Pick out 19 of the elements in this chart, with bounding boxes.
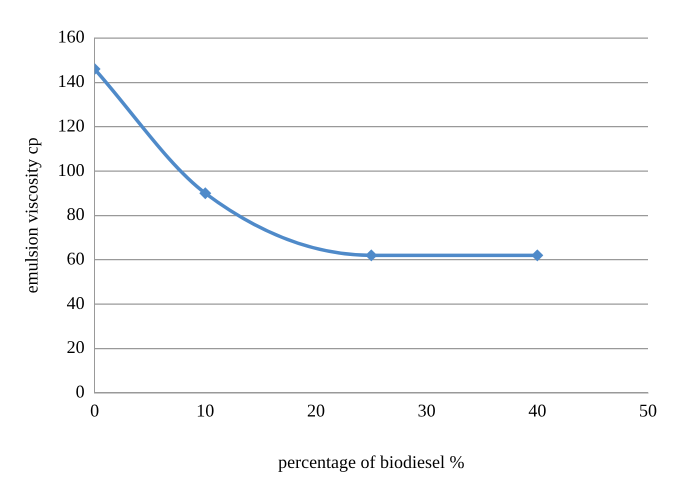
x-tick-label: 10 — [196, 400, 214, 420]
x-tick-label: 20 — [306, 400, 325, 420]
x-tick-label: 30 — [418, 400, 436, 420]
point — [531, 249, 544, 262]
x-axis-title: percentage of biodiesel % — [278, 452, 465, 472]
y-tick-label: 20 — [66, 337, 85, 358]
y-tick-label: 160 — [58, 26, 85, 47]
point — [199, 187, 212, 200]
y-tick-label: 40 — [66, 292, 85, 313]
y-tick-label: 120 — [58, 115, 85, 136]
x-tick-label: 50 — [639, 400, 657, 420]
y-tick-label: 0 — [76, 382, 85, 402]
x-tick-label: 0 — [90, 400, 100, 420]
y-axis-title: emulsion viscosity cp — [22, 137, 42, 294]
y-tick-label: 140 — [58, 71, 85, 92]
y-tick-label: 100 — [58, 160, 85, 180]
x-tick-label: 40 — [528, 400, 546, 420]
y-tick-label: 60 — [66, 248, 85, 268]
y-tick-label: 80 — [66, 204, 85, 224]
